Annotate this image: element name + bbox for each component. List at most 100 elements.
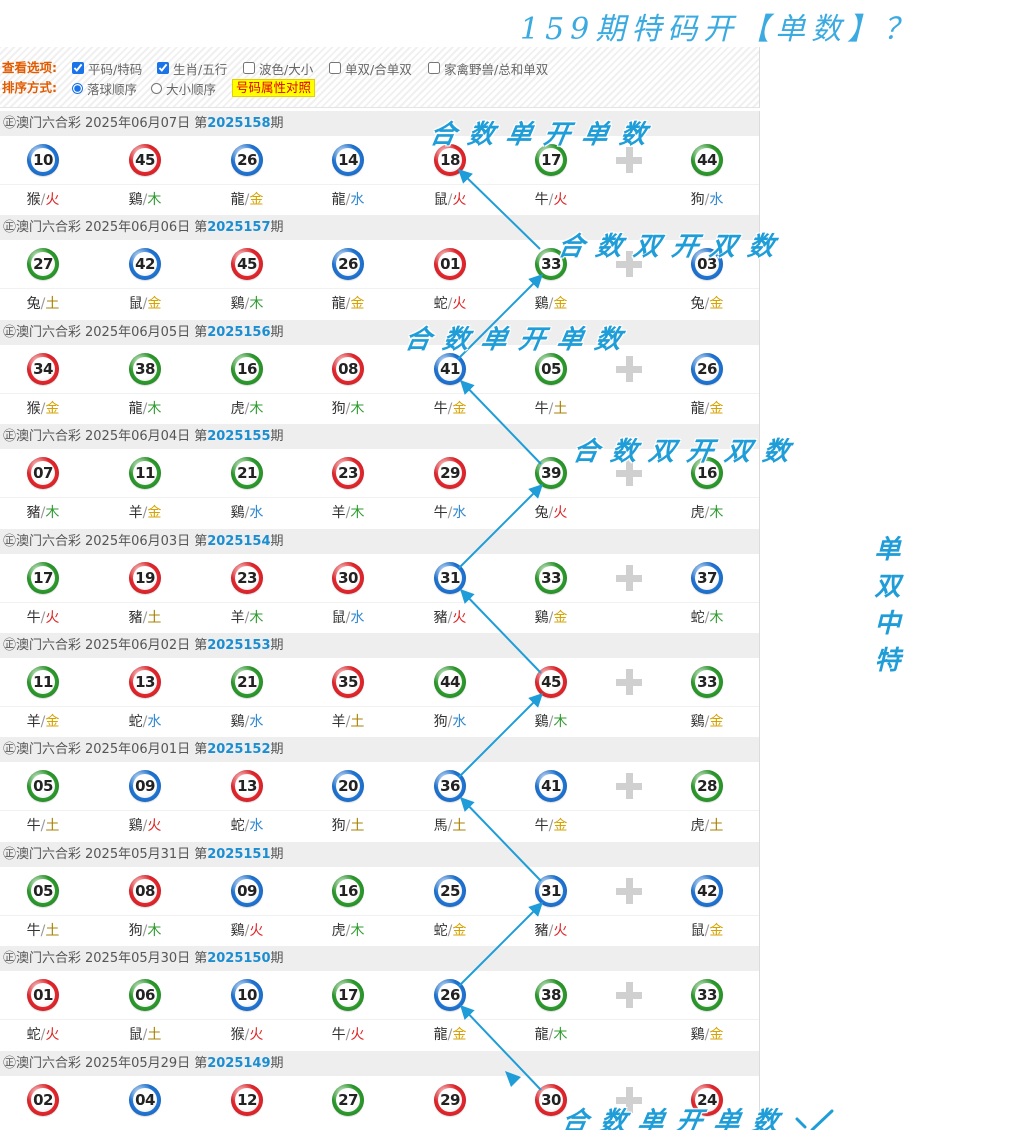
number-ball: 35 xyxy=(332,666,364,698)
issue-suffix: 期 xyxy=(270,533,284,549)
element-name: 金 xyxy=(553,296,568,313)
element-name: 金 xyxy=(553,818,568,835)
zodiac-separator: / xyxy=(704,714,710,730)
special-number-ball: 26 xyxy=(691,352,723,385)
zodiac-name: 虎 xyxy=(331,922,346,939)
number-ball: 38 xyxy=(129,352,161,385)
element-name: 火 xyxy=(553,505,568,522)
zodiac-cell: 猴/金 xyxy=(27,394,60,424)
number-ball: 45 xyxy=(231,248,263,281)
zodiac-row: 牛/火 豬/土 羊/木 鼠/水 豬/火 鷄/金 蛇/木 xyxy=(0,601,759,633)
draw-order-radio[interactable] xyxy=(72,82,83,94)
ball-number: 12 xyxy=(235,1087,259,1112)
zodiac-cell: 虎/木 xyxy=(691,498,724,528)
zodiac-name: 兔 xyxy=(26,296,41,313)
zodiac-name: 蛇 xyxy=(128,714,143,730)
option-poultry-beast[interactable]: 家禽野兽/总和单双 xyxy=(428,59,548,77)
number-attribute-button[interactable]: 号码属性对照 xyxy=(232,79,316,97)
zodiac-name: 鷄 xyxy=(690,714,705,730)
zodiac-name: 兔 xyxy=(534,505,549,522)
zodiac-separator: / xyxy=(40,192,46,208)
zodiac-row: 牛/土 狗/木 鷄/火 虎/木 蛇/金 豬/火 鼠/金 xyxy=(0,914,759,946)
zodiac-cell: 鷄/金 xyxy=(535,289,568,319)
zodiac-cell: 狗/水 xyxy=(691,185,724,215)
zodiac-row: 猴/火 鷄/木 龍/金 龍/水 鼠/火 牛/火 狗/水 xyxy=(0,184,759,215)
zodiac-name: 龍 xyxy=(331,192,346,208)
sort-size-order[interactable]: 大小顺序 xyxy=(151,79,216,97)
zodiac-name: 牛 xyxy=(534,400,549,417)
draw-results-list: ㊣澳门六合彩 2025年06月07日 第2025158期 10 45 26 14 18 17 44… xyxy=(0,111,760,1130)
zodiac-cell: 牛/水 xyxy=(434,498,467,528)
zodiac-cell: 蛇/木 xyxy=(691,603,724,633)
zodiac-cell: 鷄/火 xyxy=(231,916,264,946)
ball-row: 01 06 10 17 26 38 33 xyxy=(0,971,759,1019)
zodiac-name: 龍 xyxy=(534,1027,549,1044)
zodiac-name: 羊 xyxy=(331,714,346,730)
zodiac-name: 狗 xyxy=(331,400,346,417)
draw-header: ㊣澳门六合彩 2025年06月02日 第2025153期 xyxy=(0,633,759,658)
wave-size-checkbox[interactable] xyxy=(243,62,255,74)
number-ball: 30 xyxy=(535,1083,567,1116)
sort-draw-order[interactable]: 落球顺序 xyxy=(72,79,137,97)
zodiac-separator: / xyxy=(40,818,46,835)
issue-prefix: 第 xyxy=(194,116,208,131)
draw-issue: 第2025151期 xyxy=(194,847,283,862)
zodiac-name: 鷄 xyxy=(230,922,245,939)
special-number-ball: 24 xyxy=(691,1083,723,1116)
ball-number: 17 xyxy=(336,983,360,1008)
option-wave-size[interactable]: 波色/大小 xyxy=(243,59,313,77)
special-number-ball: 16 xyxy=(691,457,723,490)
number-ball: 08 xyxy=(332,352,364,385)
draw-block: ㊣澳门六合彩 2025年06月04日 第2025155期 07 11 21 23 29 39 16… xyxy=(0,424,759,528)
element-name: 土 xyxy=(553,400,568,417)
ball-row: 10 45 26 14 18 17 44 xyxy=(0,136,759,184)
draw-issue: 第2025156期 xyxy=(194,325,283,340)
option-pinma-tema[interactable]: 平码/特码 xyxy=(72,59,142,77)
element-name: 水 xyxy=(709,192,724,208)
zodiac-cell: 兔/土 xyxy=(27,289,60,319)
size-order-radio[interactable] xyxy=(151,82,162,94)
draw-header: ㊣澳门六合彩 2025年05月29日 第2025149期 xyxy=(0,1050,759,1076)
zodiac-separator: / xyxy=(142,818,148,835)
ball-number: 26 xyxy=(336,252,360,277)
number-ball: 18 xyxy=(434,144,466,176)
draw-date: 2025年06月06日 xyxy=(85,220,191,236)
element-name: 火 xyxy=(249,1027,264,1044)
view-options-row: 查看选项: 平码/特码 生肖/五行 波色/大小 单双/合单双 家禽野兽/总和单双 xyxy=(0,59,759,77)
draw-date: 2025年05月29日 xyxy=(85,1055,191,1071)
element-name: 火 xyxy=(553,192,568,208)
ball-number: 02 xyxy=(31,1087,55,1112)
option-odd-even[interactable]: 单双/合单双 xyxy=(329,59,412,77)
ball-number: 11 xyxy=(31,670,55,694)
zodiac-separator: / xyxy=(244,818,250,835)
zodiac-separator: / xyxy=(244,714,250,730)
element-name: 金 xyxy=(709,714,724,730)
pinma-tema-checkbox[interactable] xyxy=(72,62,84,74)
zodiac-separator: / xyxy=(142,609,148,626)
element-name: 火 xyxy=(452,609,467,626)
issue-prefix: 第 xyxy=(194,846,208,862)
zodiac-cell: 兔/火 xyxy=(535,498,568,528)
issue-suffix: 期 xyxy=(270,742,284,758)
number-ball: 17 xyxy=(535,144,567,176)
issue-number: 2025157 xyxy=(207,220,271,236)
ball-number: 18 xyxy=(438,148,462,172)
ball-number: 13 xyxy=(235,774,259,799)
option-zodiac-element[interactable]: 生肖/五行 xyxy=(157,59,227,77)
number-ball: 23 xyxy=(332,457,364,490)
odd-even-checkbox[interactable] xyxy=(329,62,341,74)
option-label: 落球顺序 xyxy=(87,81,138,97)
special-number-ball: 33 xyxy=(691,666,723,698)
zodiac-cell: 牛/火 xyxy=(332,1020,365,1050)
issue-prefix: 第 xyxy=(194,742,208,758)
element-name: 火 xyxy=(553,922,568,939)
zodiac-element-checkbox[interactable] xyxy=(157,62,169,74)
zodiac-name: 牛 xyxy=(534,192,549,208)
element-name: 木 xyxy=(709,609,724,626)
zodiac-name: 龍 xyxy=(128,400,143,417)
number-ball: 23 xyxy=(231,561,263,594)
poultry-beast-checkbox[interactable] xyxy=(428,62,440,74)
element-name: 火 xyxy=(45,609,60,626)
zodiac-cell: 羊/土 xyxy=(332,707,365,737)
draw-date: 2025年06月02日 xyxy=(85,638,191,653)
